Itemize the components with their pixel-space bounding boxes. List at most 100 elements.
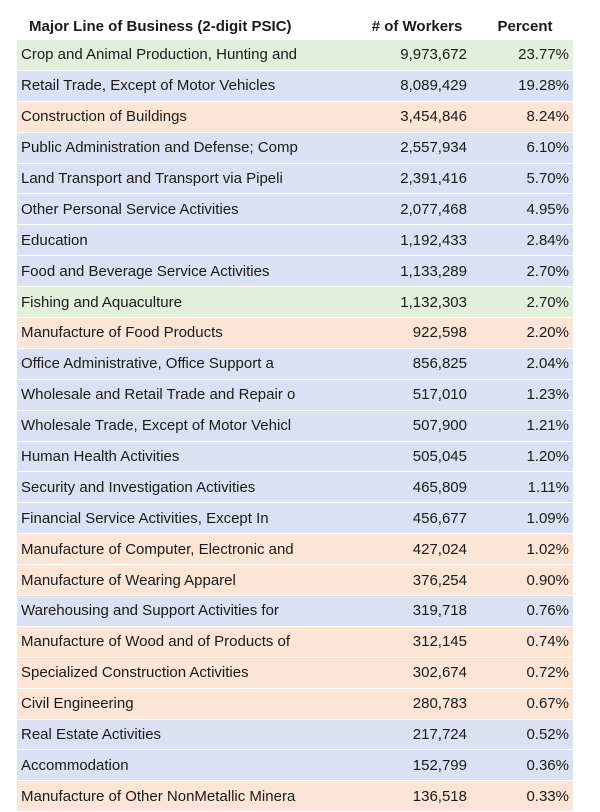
row-workers-count: 217,724 — [357, 719, 477, 751]
row-workers-count: 1,192,433 — [357, 224, 477, 257]
row-business-name: Security and Investigation Activities — [17, 471, 357, 504]
row-workers-count: 2,391,416 — [357, 163, 477, 195]
row-workers-count: 280,783 — [357, 688, 477, 720]
header-workers: # of Workers — [371, 17, 463, 35]
row-business-name: Civil Engineering — [17, 688, 357, 720]
row-workers-count: 456,677 — [357, 502, 477, 535]
row-percent: 1.23% — [477, 379, 573, 411]
row-percent: 5.70% — [477, 163, 573, 195]
row-business-name: Human Health Activities — [17, 441, 357, 473]
row-percent: 1.11% — [477, 471, 573, 504]
table-row: Accommodation 152,799 0.36% — [17, 749, 573, 782]
row-workers-count: 3,454,846 — [357, 101, 477, 133]
table-row: Food and Beverage Service Activities 1,13… — [17, 255, 573, 288]
row-percent: 19.28% — [477, 70, 573, 102]
row-business-name: Other Personal Service Activities — [17, 193, 357, 226]
row-percent: 0.76% — [477, 595, 573, 627]
row-workers-count: 856,825 — [357, 348, 477, 380]
row-business-name: Wholesale Trade, Except of Motor Vehicl — [17, 410, 357, 442]
row-workers-count: 9,973,672 — [357, 40, 477, 71]
row-business-name: Food and Beverage Service Activities — [17, 255, 357, 288]
table-row: Human Health Activities 505,045 1.20% — [17, 441, 573, 473]
row-business-name: Education — [17, 224, 357, 257]
row-percent: 0.33% — [477, 780, 573, 812]
row-workers-count: 922,598 — [357, 317, 477, 349]
table-row: Wholesale Trade, Except of Motor Vehicl 5… — [17, 410, 573, 442]
table-row: Construction of Buildings 3,454,846 8.24% — [17, 101, 573, 133]
table-row: Manufacture of Other NonMetallic Minera 1… — [17, 780, 573, 812]
row-workers-count: 2,557,934 — [357, 132, 477, 164]
row-workers-count: 8,089,429 — [357, 70, 477, 102]
row-percent: 2.70% — [477, 286, 573, 319]
row-workers-count: 1,133,289 — [357, 255, 477, 288]
table-row: Retail Trade, Except of Motor Vehicles 8,… — [17, 70, 573, 102]
row-workers-count: 152,799 — [357, 749, 477, 782]
table-row: Specialized Construction Activities 302,6… — [17, 657, 573, 689]
table-row: Manufacture of Wood and of Products of 31… — [17, 626, 573, 658]
row-workers-count: 302,674 — [357, 657, 477, 689]
table-row: Education 1,192,433 2.84% — [17, 224, 573, 257]
row-workers-count: 376,254 — [357, 564, 477, 597]
row-business-name: Manufacture of Wood and of Products of — [17, 626, 357, 658]
row-business-name: Fishing and Aquaculture — [17, 286, 357, 319]
table-row: Manufacture of Wearing Apparel 376,254 0.9… — [17, 564, 573, 597]
row-percent: 0.74% — [477, 626, 573, 658]
row-percent: 8.24% — [477, 101, 573, 133]
table-row: Manufacture of Food Products 922,598 2.20% — [17, 317, 573, 349]
row-percent: 1.20% — [477, 441, 573, 473]
row-percent: 6.10% — [477, 132, 573, 164]
row-percent: 0.36% — [477, 749, 573, 782]
row-workers-count: 319,718 — [357, 595, 477, 627]
row-business-name: Specialized Construction Activities — [17, 657, 357, 689]
header-business: Major Line of Business (2-digit PSIC) — [29, 17, 292, 35]
table-body: Crop and Animal Production, Hunting and 9… — [17, 40, 573, 812]
table-row: Financial Service Activities, Except In 4… — [17, 502, 573, 535]
table-row: Warehousing and Support Activities for 31… — [17, 595, 573, 627]
table-row: Real Estate Activities 217,724 0.52% — [17, 719, 573, 751]
row-percent: 2.04% — [477, 348, 573, 380]
row-workers-count: 2,077,468 — [357, 193, 477, 226]
table-row: Security and Investigation Activities 465… — [17, 471, 573, 504]
header-row: Major Line of Business (2-digit PSIC) # … — [17, 12, 573, 40]
row-percent: 0.52% — [477, 719, 573, 751]
row-percent: 2.84% — [477, 224, 573, 257]
row-workers-count: 427,024 — [357, 533, 477, 566]
table-row: Civil Engineering 280,783 0.67% — [17, 688, 573, 720]
table-row: Manufacture of Computer, Electronic and 4… — [17, 533, 573, 566]
row-business-name: Real Estate Activities — [17, 719, 357, 751]
row-workers-count: 507,900 — [357, 410, 477, 442]
row-business-name: Warehousing and Support Activities for — [17, 595, 357, 627]
row-business-name: Manufacture of Other NonMetallic Minera — [17, 780, 357, 812]
row-workers-count: 465,809 — [357, 471, 477, 504]
table-container: Major Line of Business (2-digit PSIC) # … — [17, 12, 573, 812]
row-percent: 23.77% — [477, 40, 573, 71]
table-row: Other Personal Service Activities 2,077,4… — [17, 193, 573, 226]
table-row: Public Administration and Defense; Comp 2… — [17, 132, 573, 164]
row-workers-count: 505,045 — [357, 441, 477, 473]
row-business-name: Land Transport and Transport via Pipeli — [17, 163, 357, 195]
row-percent: 1.02% — [477, 533, 573, 566]
row-percent: 4.95% — [477, 193, 573, 226]
row-business-name: Construction of Buildings — [17, 101, 357, 133]
table-row: Land Transport and Transport via Pipeli 2… — [17, 163, 573, 195]
row-percent: 0.72% — [477, 657, 573, 689]
row-business-name: Manufacture of Computer, Electronic and — [17, 533, 357, 566]
row-business-name: Retail Trade, Except of Motor Vehicles — [17, 70, 357, 102]
table-row: Fishing and Aquaculture 1,132,303 2.70% — [17, 286, 573, 319]
row-percent: 2.20% — [477, 317, 573, 349]
row-business-name: Office Administrative, Office Support a — [17, 348, 357, 380]
row-business-name: Crop and Animal Production, Hunting and — [17, 40, 357, 71]
row-percent: 1.09% — [477, 502, 573, 535]
row-percent: 2.70% — [477, 255, 573, 288]
workers-table: Major Line of Business (2-digit PSIC) # … — [17, 12, 573, 812]
row-workers-count: 517,010 — [357, 379, 477, 411]
header-percent: Percent — [497, 17, 553, 35]
row-business-name: Public Administration and Defense; Comp — [17, 132, 357, 164]
row-business-name: Manufacture of Food Products — [17, 317, 357, 349]
row-business-name: Accommodation — [17, 749, 357, 782]
row-business-name: Manufacture of Wearing Apparel — [17, 564, 357, 597]
row-workers-count: 136,518 — [357, 780, 477, 812]
row-business-name: Wholesale and Retail Trade and Repair o — [17, 379, 357, 411]
row-workers-count: 1,132,303 — [357, 286, 477, 319]
